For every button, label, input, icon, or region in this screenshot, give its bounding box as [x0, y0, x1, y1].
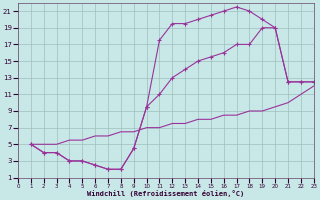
- X-axis label: Windchill (Refroidissement éolien,°C): Windchill (Refroidissement éolien,°C): [87, 190, 244, 197]
